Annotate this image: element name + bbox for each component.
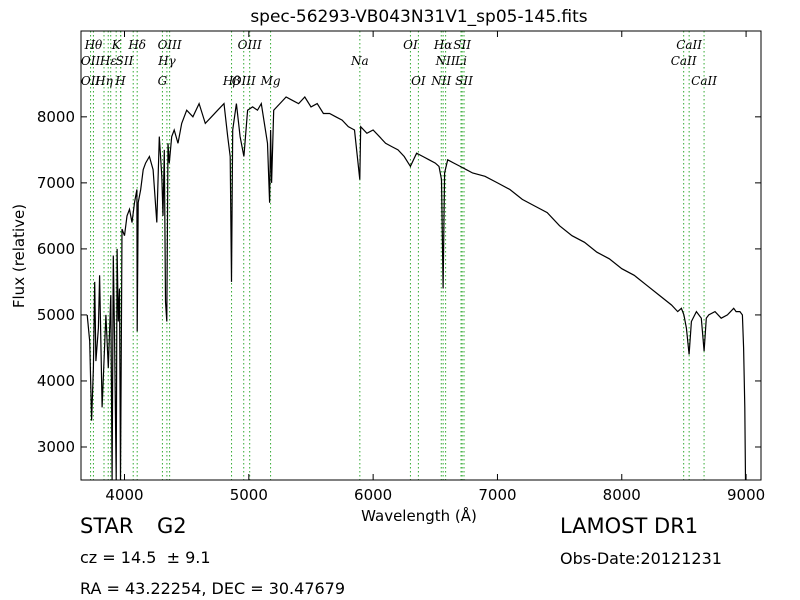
x-tick-label-5: 9000 <box>727 486 765 504</box>
line-label-24: OI <box>411 74 426 88</box>
x-tick-label-1: 5000 <box>230 486 268 504</box>
line-label-1: K <box>111 38 122 52</box>
line-label-19: G <box>158 74 168 88</box>
line-label-13: NII <box>435 54 456 68</box>
line-label-22: Mg <box>260 74 281 88</box>
y-tick-label-5: 8000 <box>37 108 75 126</box>
chart-title: spec-56293-VB043N31V1_sp05-145.fits <box>250 7 587 27</box>
observation-date: Obs-Date:20121231 <box>560 549 722 568</box>
line-label-15: CaII <box>671 54 697 68</box>
line-label-4: OIII <box>238 38 262 52</box>
x-tick-label-2: 6000 <box>354 486 392 504</box>
line-label-23: Na <box>350 54 369 68</box>
line-label-3: OIII <box>158 38 182 52</box>
spectral-subclass: G2 <box>157 514 187 538</box>
redshift-cz: cz = 14.5 ± 9.1 <box>80 548 211 567</box>
y-axis-label: Flux (relative) <box>10 204 28 308</box>
x-axis-ticks: 4000 5000 6000 7000 8000 9000 <box>105 31 765 504</box>
spectral-line-markers <box>90 31 705 480</box>
line-label-0: Hθ <box>84 38 103 52</box>
y-tick-label-4: 7000 <box>37 174 75 192</box>
y-tick-label-2: 5000 <box>37 306 75 324</box>
y-tick-label-3: 6000 <box>37 240 75 258</box>
x-tick-label-0: 4000 <box>105 486 143 504</box>
x-tick-label-4: 8000 <box>603 486 641 504</box>
line-label-7: SII <box>453 38 471 52</box>
y-axis-ticks: 3000 4000 5000 6000 7000 8000 <box>37 108 761 456</box>
line-label-2: Hδ <box>127 38 146 52</box>
line-label-5: OI <box>403 38 418 52</box>
line-label-21: Hβ <box>222 74 240 88</box>
coordinates: RA = 43.22254, DEC = 30.47679 <box>80 579 346 598</box>
line-label-17: Hη <box>94 74 113 88</box>
object-class: STAR <box>80 514 134 538</box>
line-label-10: Hε <box>99 54 117 68</box>
y-tick-label-1: 4000 <box>37 372 75 390</box>
line-label-14: Li <box>454 54 467 68</box>
line-label-11: SII <box>116 54 134 68</box>
line-label-9: OII <box>81 54 101 68</box>
line-label-12: Hγ <box>157 54 176 68</box>
line-label-8: CaII <box>676 38 702 52</box>
line-label-6: Hα <box>433 38 453 52</box>
line-label-26: SII <box>455 74 473 88</box>
x-axis-label: Wavelength (Å) <box>361 506 477 525</box>
line-label-25: NII <box>430 74 451 88</box>
x-tick-label-3: 7000 <box>478 486 516 504</box>
line-label-18: H <box>114 74 126 88</box>
y-tick-label-0: 3000 <box>37 438 75 456</box>
survey-name: LAMOST DR1 <box>560 514 699 538</box>
line-label-27: CaII <box>691 74 717 88</box>
line-label-16: OII <box>81 74 101 88</box>
spectrum-line <box>86 96 747 481</box>
line-label-20: OIII <box>232 74 256 88</box>
axes-frame <box>80 30 762 481</box>
